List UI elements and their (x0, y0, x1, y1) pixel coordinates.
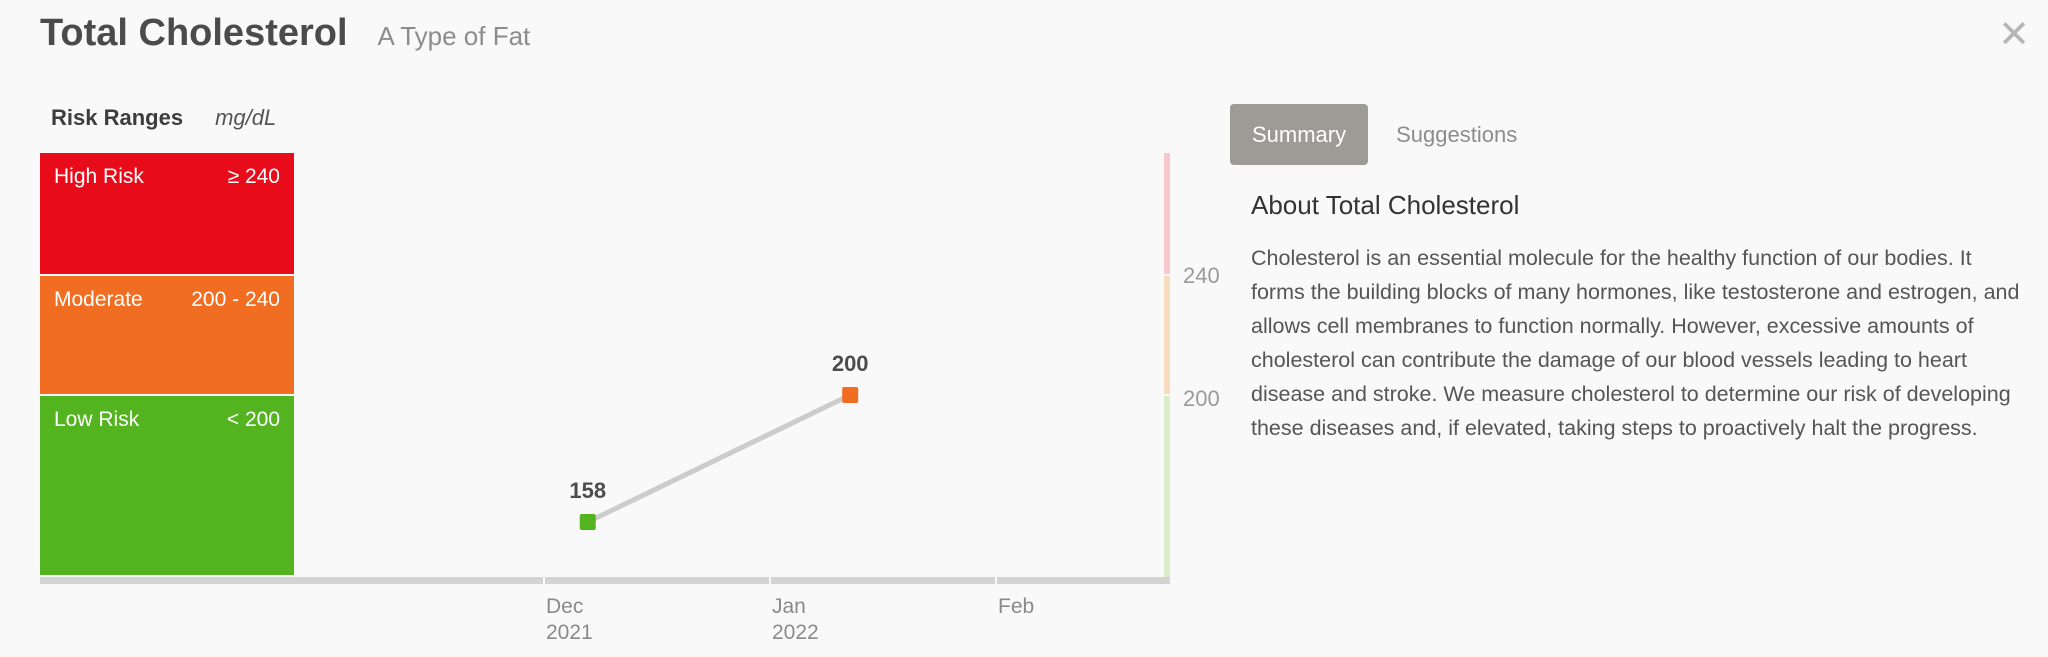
x-tick-label: Jan (772, 595, 806, 618)
ref-label-200: 200 (1183, 386, 1220, 411)
risk-ranges-unit: mg/dL (215, 105, 277, 130)
x-tick-mark (769, 574, 771, 584)
risk-band-label: Low Risk (54, 408, 140, 431)
x-tick-label: Feb (998, 595, 1034, 618)
risk-band-low: Low Risk < 200 (40, 396, 294, 575)
about-title: About Total Cholesterol (1251, 190, 1520, 220)
page-title: Total Cholesterol (40, 12, 348, 54)
tab-summary[interactable]: Summary (1230, 104, 1369, 165)
risk-band-range: ≥ 240 (227, 165, 280, 188)
tab-bar: Summary Suggestions (1230, 104, 1539, 165)
page-subtitle: A Type of Fat (377, 21, 531, 51)
data-point (579, 514, 596, 531)
ref-bar-low (1164, 396, 1170, 581)
ref-bar-high (1164, 153, 1170, 274)
about-body: Cholesterol is an essential molecule for… (1251, 246, 2020, 440)
close-icon[interactable]: ✕ (1998, 14, 2030, 56)
data-label: 200 (832, 351, 869, 376)
series-line (586, 392, 852, 525)
x-tick-year: 2021 (546, 621, 593, 644)
risk-band-high: High Risk ≥ 240 (40, 153, 294, 274)
risk-band-range: < 200 (226, 408, 280, 431)
data-label: 158 (569, 478, 606, 503)
cholesterol-chart: Dec 2021 Jan 2022 Feb 240 200 158 200 (40, 153, 1220, 644)
ref-bar-moderate (1164, 276, 1170, 394)
ref-label-240: 240 (1183, 263, 1220, 288)
x-tick-mark (543, 574, 545, 584)
x-axis-line (40, 577, 1170, 584)
x-tick-label: Dec (546, 595, 583, 618)
risk-band-moderate: Moderate 200 - 240 (40, 276, 294, 394)
tab-suggestions[interactable]: Suggestions (1396, 122, 1518, 147)
x-tick-mark (995, 574, 997, 584)
risk-band-range: 200 - 240 (191, 288, 280, 311)
header: Total Cholesterol A Type of Fat (40, 12, 530, 55)
risk-band-label: High Risk (54, 165, 144, 188)
x-tick-year: 2022 (772, 621, 819, 644)
risk-band-label: Moderate (54, 288, 143, 311)
data-point (842, 387, 859, 403)
risk-ranges-title: Risk Ranges (51, 105, 184, 130)
risk-ranges-header: Risk Ranges mg/dL (51, 105, 276, 131)
